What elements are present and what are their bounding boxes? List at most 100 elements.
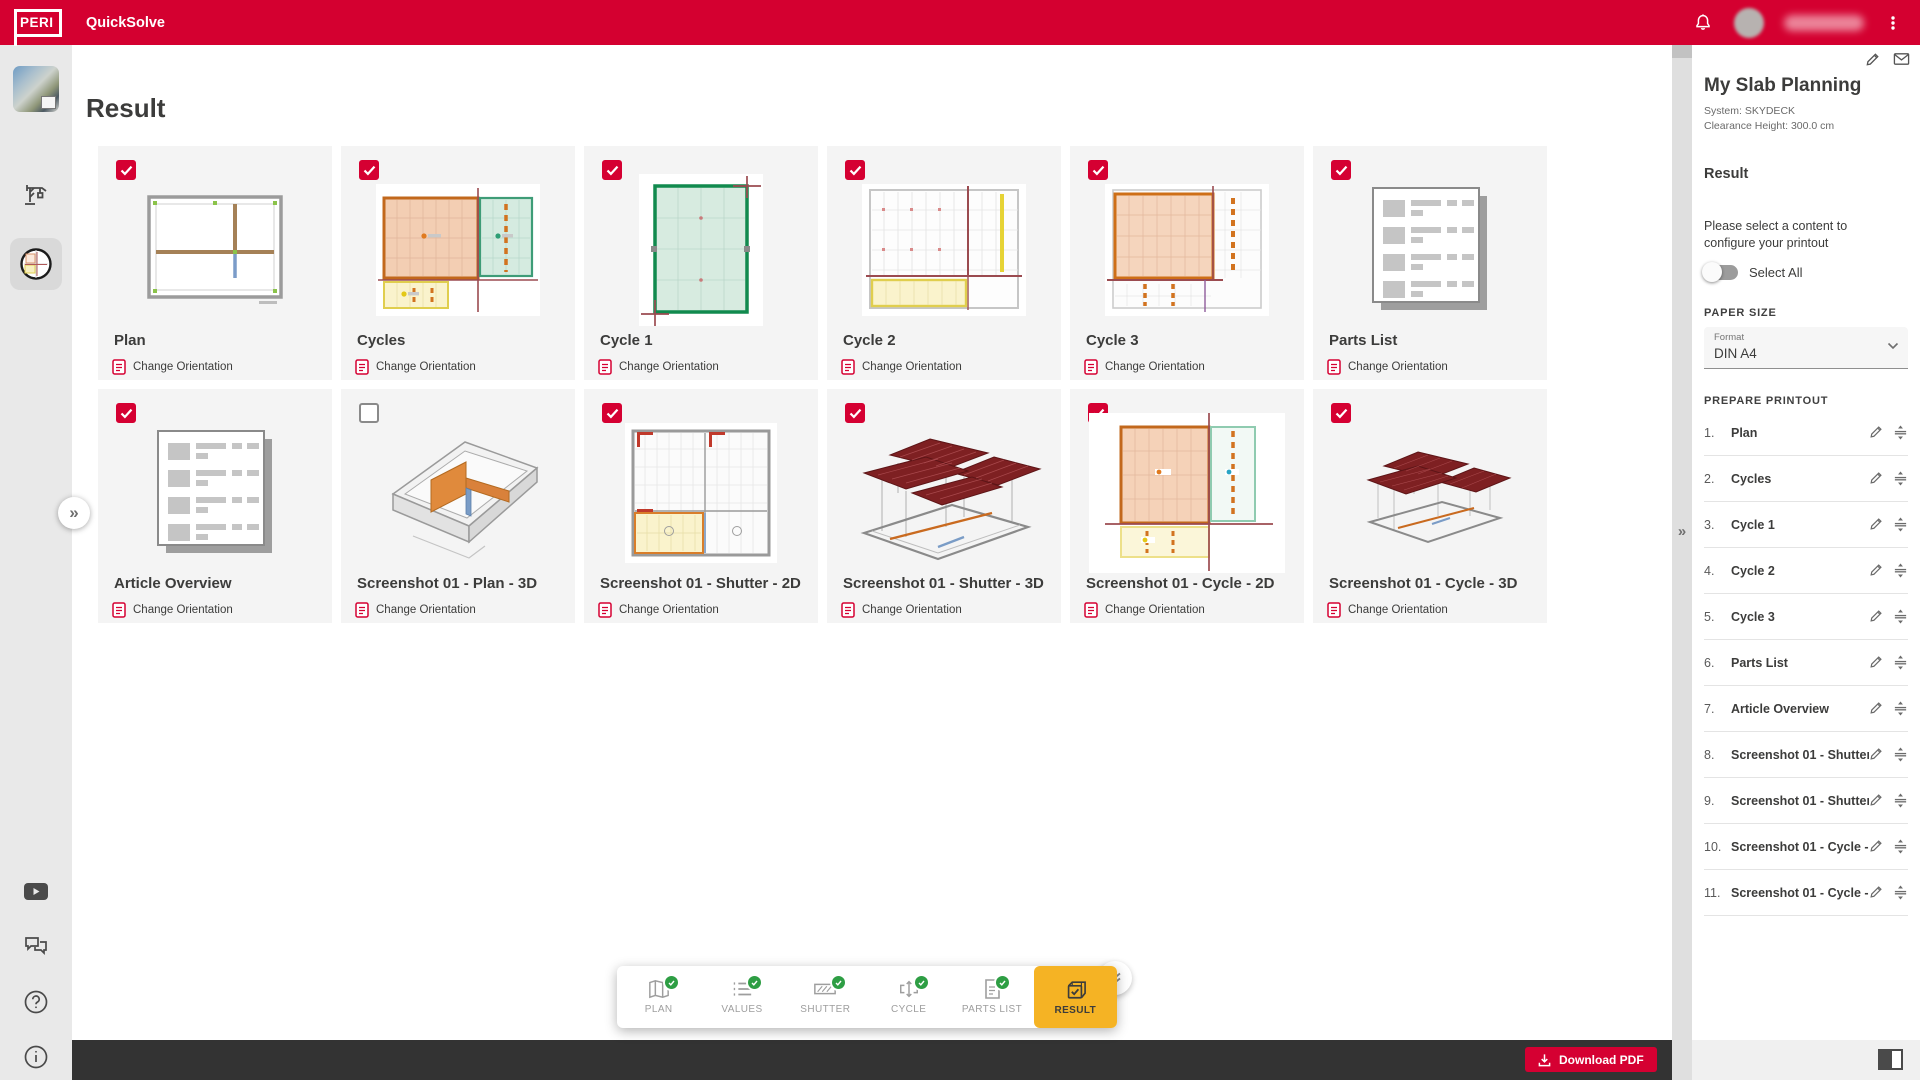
edit-item-icon[interactable] [1869, 793, 1883, 808]
printout-list-item: 11. Screenshot 01 - Cycle - … [1704, 870, 1908, 916]
edit-item-icon[interactable] [1869, 517, 1883, 532]
format-select[interactable]: Format DIN A4 [1704, 327, 1908, 369]
paper-size-label: PAPER SIZE [1704, 307, 1777, 319]
change-orientation-button[interactable]: Change Orientation [1327, 359, 1448, 375]
tab-result-active[interactable]: RESULT [1033, 966, 1117, 1028]
edit-item-icon[interactable] [1869, 609, 1883, 624]
user-avatar[interactable] [1734, 7, 1764, 38]
format-field-value: DIN A4 [1714, 346, 1757, 361]
edit-project-icon[interactable] [1865, 52, 1880, 67]
change-orientation-button[interactable]: Change Orientation [598, 602, 719, 618]
reorder-item-icon[interactable] [1893, 425, 1908, 440]
card-checkbox[interactable] [116, 160, 136, 180]
change-orientation-button[interactable]: Change Orientation [355, 359, 476, 375]
card-title: Cycles [357, 332, 406, 349]
reorder-item-icon[interactable] [1893, 563, 1908, 578]
change-orientation-button[interactable]: Change Orientation [841, 359, 962, 375]
card-cycle-2: Cycle 2 Change Orientation [827, 146, 1061, 380]
reorder-item-icon[interactable] [1893, 747, 1908, 762]
info-icon[interactable] [0, 1044, 72, 1070]
card-screenshot-cycle-2d: Screenshot 01 - Cycle - 2D Change Orient… [1070, 389, 1304, 623]
prepare-printout-label: PREPARE PRINTOUT [1704, 395, 1829, 407]
card-checkbox[interactable] [359, 160, 379, 180]
card-checkbox[interactable] [602, 160, 622, 180]
tab-cycle[interactable]: CYCLE [867, 966, 950, 1028]
edit-item-icon[interactable] [1869, 747, 1883, 762]
reorder-item-icon[interactable] [1893, 517, 1908, 532]
notifications-bell-icon[interactable] [1692, 12, 1714, 34]
expand-right-panel-button[interactable]: » [1677, 523, 1687, 540]
card-checkbox[interactable] [1331, 403, 1351, 423]
card-checkbox[interactable] [845, 403, 865, 423]
change-orientation-button[interactable]: Change Orientation [1084, 602, 1205, 618]
crane-icon[interactable] [0, 181, 72, 211]
help-icon[interactable] [0, 989, 72, 1015]
sidebar-item-result-plan-active[interactable] [10, 238, 62, 290]
select-all-toggle[interactable] [1702, 262, 1738, 282]
youtube-icon[interactable] [0, 883, 72, 901]
change-orientation-button[interactable]: Change Orientation [1084, 359, 1205, 375]
card-checkbox[interactable] [845, 160, 865, 180]
project-photo-thumbnail[interactable] [13, 66, 59, 112]
card-checkbox[interactable] [1331, 160, 1351, 180]
printout-list-item: 9. Screenshot 01 - Shutter… [1704, 778, 1908, 824]
card-title: Screenshot 01 - Cycle - 2D [1086, 575, 1275, 592]
tab-parts-list[interactable]: PARTS LIST [950, 966, 1033, 1028]
project-system: System: SKYDECK [1704, 105, 1796, 117]
change-orientation-button[interactable]: Change Orientation [355, 602, 476, 618]
change-orientation-button[interactable]: Change Orientation [841, 602, 962, 618]
page-title: Result [86, 93, 166, 124]
panel-divider-scrollbar[interactable]: » [1672, 45, 1692, 1080]
card-checkbox[interactable] [1088, 160, 1108, 180]
card-checkbox[interactable] [116, 403, 136, 423]
scrollbar-thumb[interactable] [1672, 45, 1692, 58]
toggle-knob[interactable] [1702, 262, 1722, 282]
change-orientation-button[interactable]: Change Orientation [1327, 602, 1448, 618]
change-orientation-button[interactable]: Change Orientation [112, 602, 233, 618]
card-cycle-1: Cycle 1 Change Orientation [584, 146, 818, 380]
change-orientation-button[interactable]: Change Orientation [598, 359, 719, 375]
cycle3-thumbnail [1070, 170, 1304, 330]
edit-item-icon[interactable] [1869, 655, 1883, 670]
reorder-item-icon[interactable] [1893, 609, 1908, 624]
edit-item-icon[interactable] [1869, 701, 1883, 716]
reorder-item-icon[interactable] [1893, 471, 1908, 486]
card-title: Cycle 3 [1086, 332, 1139, 349]
card-parts-list: Parts List Change Orientation [1313, 146, 1547, 380]
card-checkbox[interactable] [602, 403, 622, 423]
card-checkbox[interactable] [359, 403, 379, 423]
left-navigation-rail [0, 45, 72, 1080]
card-title: Cycle 2 [843, 332, 896, 349]
download-pdf-button[interactable]: Download PDF [1525, 1047, 1657, 1072]
select-all-label: Select All [1749, 265, 1803, 280]
reorder-item-icon[interactable] [1893, 839, 1908, 854]
edit-item-icon[interactable] [1869, 425, 1883, 440]
edit-item-icon[interactable] [1869, 471, 1883, 486]
edit-item-icon[interactable] [1869, 885, 1883, 900]
reorder-item-icon[interactable] [1893, 701, 1908, 716]
edit-item-icon[interactable] [1869, 839, 1883, 854]
tab-values[interactable]: VALUES [700, 966, 783, 1028]
action-footer: Download PDF [72, 1040, 1672, 1080]
panel-bottom-bar [1692, 1040, 1920, 1080]
tab-shutter[interactable]: SHUTTER [784, 966, 867, 1028]
card-title: Article Overview [114, 575, 232, 592]
change-orientation-button[interactable]: Change Orientation [112, 359, 233, 375]
printout-order-list: 1. Plan 2. Cycles 3. Cycle 1 4. [1704, 410, 1908, 916]
card-article-overview: Article Overview Change Orientation [98, 389, 332, 623]
feedback-chat-icon[interactable] [0, 935, 72, 959]
peri-logo-text: PERI [20, 14, 54, 30]
reorder-item-icon[interactable] [1893, 885, 1908, 900]
share-mail-icon[interactable] [1893, 52, 1910, 67]
cycle-3d-thumbnail [1313, 413, 1547, 573]
printout-list-item: 4. Cycle 2 [1704, 548, 1908, 594]
reorder-item-icon[interactable] [1893, 793, 1908, 808]
card-title: Screenshot 01 - Cycle - 3D [1329, 575, 1518, 592]
kebab-menu-icon[interactable] [1884, 14, 1902, 32]
reorder-item-icon[interactable] [1893, 655, 1908, 670]
tab-plan[interactable]: PLAN [617, 966, 700, 1028]
edit-item-icon[interactable] [1869, 563, 1883, 578]
plan-mini-icon [41, 96, 56, 109]
split-view-toggle-icon[interactable] [1878, 1049, 1903, 1070]
expand-left-panel-button[interactable]: » [58, 497, 90, 529]
